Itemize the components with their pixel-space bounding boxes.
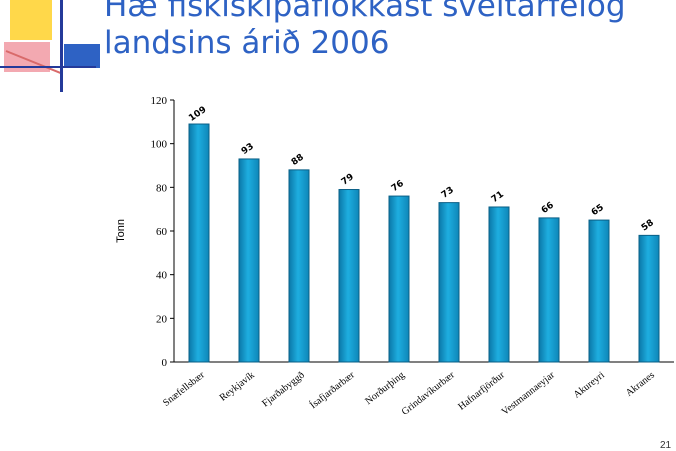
data-label: 76 — [390, 179, 406, 194]
x-tick-label: Ísafjarðarbær — [307, 368, 357, 411]
slide-title-line-2: landsins árið 2006 — [104, 25, 390, 61]
slide-title-line-1: Hæ fiskiskipaflokkast sveitarfélög — [104, 0, 626, 24]
decor-horizontal-line — [0, 66, 96, 68]
y-tick-label: 0 — [162, 357, 168, 369]
decor-vertical-line — [60, 0, 63, 92]
bar — [188, 123, 210, 363]
data-label: 88 — [290, 153, 306, 168]
y-tick-label: 60 — [156, 226, 168, 238]
data-label: 71 — [490, 190, 506, 205]
x-tick-label: Grindavíkurbær — [400, 369, 458, 417]
decor-yellow-square — [10, 0, 52, 40]
data-label: 65 — [590, 203, 606, 218]
y-tick-label: 20 — [156, 313, 168, 325]
x-tick-label: Akureyri — [572, 370, 607, 401]
decor-blue-square — [64, 44, 100, 68]
x-tick-label: Norðurþing — [363, 370, 407, 407]
data-label: 66 — [540, 201, 556, 216]
y-tick-label: 120 — [151, 95, 168, 107]
bar — [338, 189, 360, 363]
data-label: 58 — [640, 218, 656, 233]
bar — [538, 217, 560, 363]
bar — [488, 206, 510, 363]
data-label: 109 — [187, 105, 208, 124]
x-tick-label: Akranes — [624, 370, 657, 399]
x-tick-label: Hafnarfjörður — [456, 369, 507, 412]
bar — [588, 219, 610, 363]
y-tick-label: 80 — [156, 182, 168, 194]
bar — [288, 169, 310, 363]
bar — [388, 195, 410, 363]
x-tick-label: Fjarðabyggð — [260, 370, 307, 410]
x-tick-label: Vestmannaeyjar — [500, 369, 558, 417]
x-tick-label: Reykjavík — [218, 370, 257, 404]
data-label: 73 — [440, 185, 456, 200]
y-tick-label: 100 — [151, 139, 168, 151]
bar — [238, 158, 260, 363]
y-tick-label: 40 — [156, 270, 168, 282]
data-label: 79 — [340, 172, 356, 187]
data-label: 93 — [240, 142, 256, 157]
bar — [638, 234, 660, 363]
slide-number: 21 — [660, 440, 672, 451]
y-axis-label: Tonn — [115, 219, 127, 243]
bar — [438, 202, 460, 363]
x-tick-label: Snæfellsbær — [161, 369, 207, 409]
slide-title: Hæ fiskiskipaflokkast sveitarfélög lands… — [104, 0, 626, 62]
